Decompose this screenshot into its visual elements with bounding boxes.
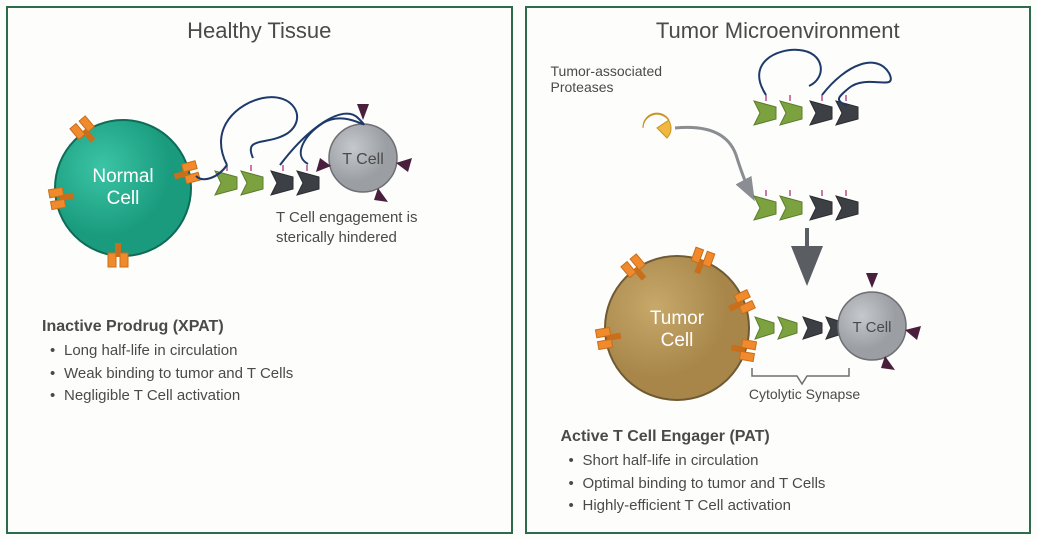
list-item: Negligible T Cell activation	[42, 385, 293, 408]
info-list-right: Short half-life in circulation Optimal b…	[561, 450, 826, 518]
bracket-icon	[752, 368, 849, 384]
panel-healthy-tissue: Healthy Tissue	[6, 6, 513, 534]
info-block-left: Inactive Prodrug (XPAT) Long half-life i…	[42, 318, 293, 408]
t-cell-label: T Cell	[852, 319, 891, 336]
panel-tumor-microenvironment: Tumor Microenvironment	[525, 6, 1032, 534]
cleavage-arrow-icon	[675, 127, 752, 196]
masked-engager-icon	[754, 95, 858, 125]
scene-left: Normal Cell T Cell	[8, 8, 512, 538]
info-heading-left: Inactive Prodrug (XPAT)	[42, 318, 293, 336]
normal-cell-label-2: Cell	[107, 188, 140, 209]
list-item: Highly-efficient T Cell activation	[561, 495, 826, 518]
tumor-cell-label: Tumor	[649, 308, 704, 329]
free-engager-icon	[754, 190, 858, 220]
protease-icon	[642, 113, 670, 138]
info-list-left: Long half-life in circulation Weak bindi…	[42, 340, 293, 408]
info-block-right: Active T Cell Engager (PAT) Short half-l…	[561, 428, 826, 518]
list-item: Optimal binding to tumor and T Cells	[561, 473, 826, 496]
list-item: Short half-life in circulation	[561, 450, 826, 473]
protease-label: Tumor-associated Proteases	[551, 63, 663, 95]
mask-string-icon	[759, 50, 891, 106]
t-cell-label: T Cell	[342, 151, 384, 168]
hindered-caption: T Cell engagement is sterically hindered	[276, 208, 417, 247]
engager-icon	[215, 165, 319, 195]
info-heading-right: Active T Cell Engager (PAT)	[561, 428, 826, 446]
list-item: Weak binding to tumor and T Cells	[42, 363, 293, 386]
list-item: Long half-life in circulation	[42, 340, 293, 363]
normal-cell-label: Normal	[92, 166, 153, 187]
synapse-label: Cytolytic Synapse	[745, 386, 865, 402]
tumor-cell-label-2: Cell	[660, 330, 693, 351]
synapse-engager-icon	[755, 317, 845, 339]
